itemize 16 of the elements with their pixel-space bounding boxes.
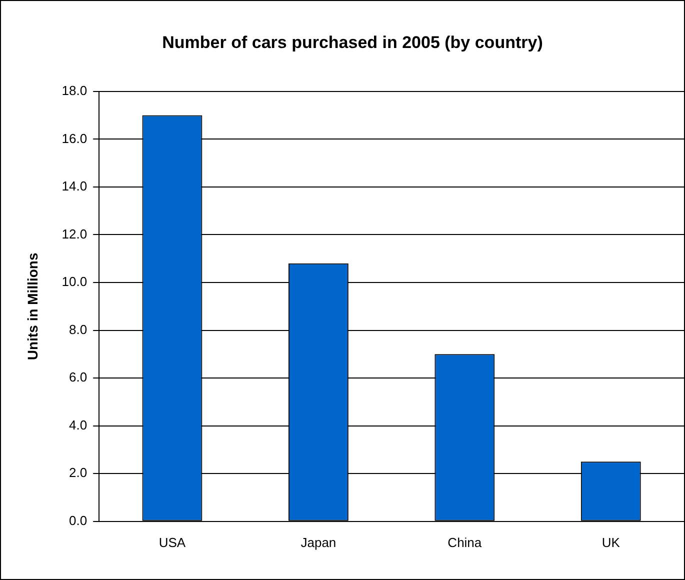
x-tick-label: China — [448, 534, 482, 550]
y-tick-label: 10.0 — [62, 274, 88, 290]
y-tick-label: 16.0 — [62, 130, 88, 146]
y-tick-label: 8.0 — [69, 322, 88, 337]
x-tick-label: Japan — [300, 534, 336, 550]
chart-title: Number of cars purchased in 2005 (by country) — [162, 32, 543, 52]
y-tick-label: 6.0 — [69, 370, 88, 385]
y-tick-label: 0.0 — [69, 512, 88, 528]
y-tick-label: 4.0 — [69, 417, 88, 432]
x-tick-label: USA — [158, 534, 186, 550]
y-tick-label: 2.0 — [69, 465, 88, 480]
y-tick-label: 12.0 — [62, 226, 88, 242]
y-tick-label: 14.0 — [62, 178, 88, 194]
y-tick-label: 18.0 — [62, 82, 88, 98]
x-tick-label: UK — [602, 534, 620, 550]
y-axis-title: Units in Millions — [24, 252, 40, 360]
